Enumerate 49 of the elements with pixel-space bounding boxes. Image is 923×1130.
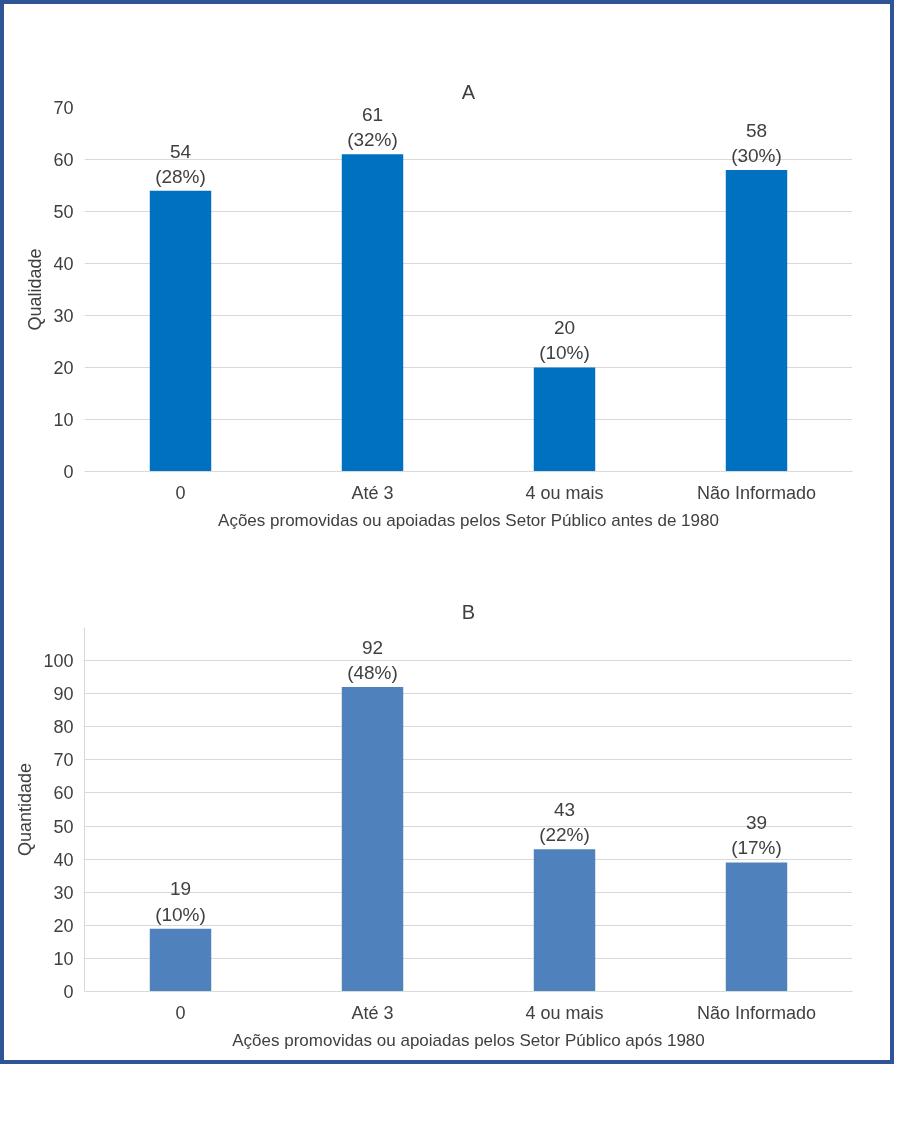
y-tick-label: 80 [53, 717, 74, 738]
y-tick-label: 90 [53, 684, 74, 705]
y-tick-label: 40 [53, 849, 74, 870]
y-tick-label: 70 [53, 750, 74, 771]
data-label: 19 (10%) [155, 878, 206, 925]
x-axis-title: Ações promovidas ou apoiadas pelos Setor Público antes de 1980 [218, 510, 719, 530]
x-tick-label: Não Informado [696, 482, 817, 503]
bar [149, 190, 212, 472]
x-tick-label: 4 ou mais [525, 1002, 604, 1023]
bar [725, 862, 788, 992]
x-tick-label: 0 [175, 1002, 186, 1023]
y-tick-label: 20 [53, 358, 74, 378]
x-axis-title: Ações promovidas ou apoiadas pelos Setor Público após 1980 [232, 1030, 705, 1050]
x-tick-label: Até 3 [351, 1002, 394, 1023]
bar [341, 154, 404, 472]
x-tick-label: 4 ou mais [525, 482, 604, 503]
chart-title: A [461, 80, 476, 103]
y-tick-label: 50 [53, 202, 74, 222]
data-label: 92 (48%) [347, 636, 398, 684]
data-label: 58 (30%) [731, 119, 782, 166]
bar [725, 169, 788, 472]
y-tick-label: 70 [53, 98, 74, 118]
y-axis-title: Qualidade [25, 248, 46, 331]
y-axis-title: Quantidade [15, 762, 36, 857]
chart-title: B [461, 600, 476, 623]
data-label: 20 (10%) [539, 317, 590, 364]
y-tick-label: 30 [53, 306, 74, 326]
y-tick-label: 0 [63, 462, 74, 482]
y-tick-label: 30 [53, 882, 74, 903]
x-tick-label: 0 [175, 482, 186, 503]
y-tick-label: 40 [53, 254, 74, 274]
data-label: 43 (22%) [539, 799, 590, 846]
y-tick-label: 20 [53, 915, 74, 936]
data-label: 39 (17%) [731, 812, 782, 859]
y-tick-label: 50 [53, 816, 74, 837]
bar [341, 687, 404, 992]
x-tick-label: Não Informado [696, 1002, 817, 1023]
bar [533, 849, 596, 992]
y-tick-label: 60 [53, 150, 74, 170]
bar [149, 928, 212, 992]
y-tick-label: 10 [53, 948, 74, 969]
y-tick-label: 60 [53, 783, 74, 804]
x-tick-label: Até 3 [351, 482, 394, 503]
y-tick-label: 100 [43, 651, 74, 672]
bar [533, 367, 596, 472]
data-label: 61 (32%) [347, 104, 398, 151]
y-tick-label: 10 [53, 410, 74, 430]
data-label: 54 (28%) [155, 140, 206, 187]
y-tick-label: 0 [63, 982, 74, 1002]
